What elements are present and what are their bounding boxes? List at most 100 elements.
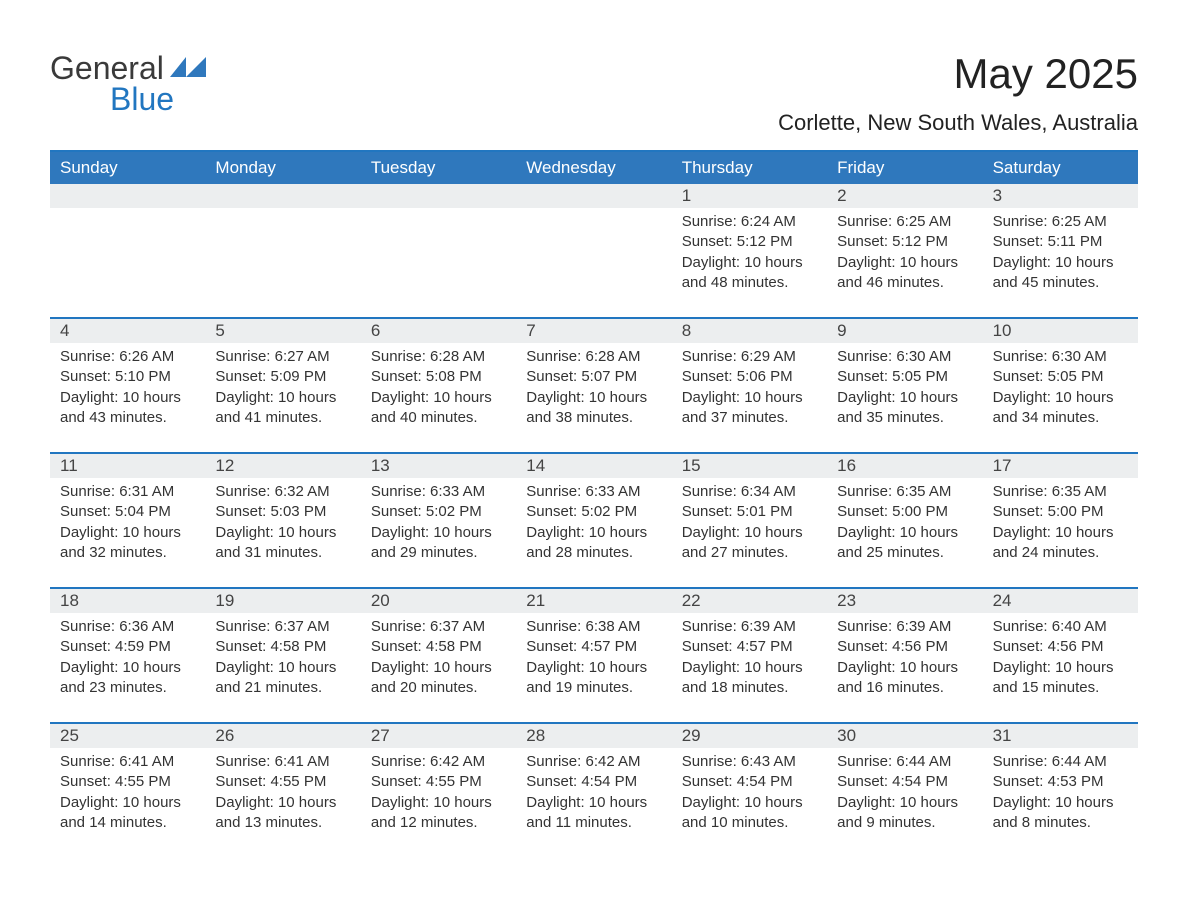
calendar-week: 11Sunrise: 6:31 AMSunset: 5:04 PMDayligh… [50,452,1138,587]
calendar-day-cell [516,184,671,317]
day-number: 15 [672,454,827,478]
day-number: 13 [361,454,516,478]
day-number [205,184,360,208]
calendar-day-cell: 27Sunrise: 6:42 AMSunset: 4:55 PMDayligh… [361,724,516,857]
day-info: Sunrise: 6:29 AMSunset: 5:06 PMDaylight:… [682,347,817,428]
day-number: 6 [361,319,516,343]
day-info: Sunrise: 6:35 AMSunset: 5:00 PMDaylight:… [837,482,972,563]
day-number: 10 [983,319,1138,343]
day-info: Sunrise: 6:38 AMSunset: 4:57 PMDaylight:… [526,617,661,698]
day-info: Sunrise: 6:39 AMSunset: 4:57 PMDaylight:… [682,617,817,698]
day-number: 12 [205,454,360,478]
day-info: Sunrise: 6:30 AMSunset: 5:05 PMDaylight:… [837,347,972,428]
day-number: 25 [50,724,205,748]
calendar-day-cell: 31Sunrise: 6:44 AMSunset: 4:53 PMDayligh… [983,724,1138,857]
day-number: 18 [50,589,205,613]
day-number: 26 [205,724,360,748]
weekday-header: Friday [827,152,982,184]
calendar-day-cell: 4 Sunrise: 6:26 AMSunset: 5:10 PMDaylight… [50,319,205,452]
day-number: 24 [983,589,1138,613]
brand-mark-icon [170,48,210,85]
calendar-day-cell: 6 Sunrise: 6:28 AMSunset: 5:08 PMDaylight… [361,319,516,452]
day-number: 11 [50,454,205,478]
day-number: 4 [50,319,205,343]
day-number [361,184,516,208]
weekday-header: Thursday [672,152,827,184]
day-info: Sunrise: 6:28 AMSunset: 5:07 PMDaylight:… [526,347,661,428]
page-title: May 2025 [778,50,1138,98]
day-number: 22 [672,589,827,613]
weekday-header: Wednesday [516,152,671,184]
day-number: 7 [516,319,671,343]
calendar-day-cell: 26Sunrise: 6:41 AMSunset: 4:55 PMDayligh… [205,724,360,857]
day-info: Sunrise: 6:33 AMSunset: 5:02 PMDaylight:… [371,482,506,563]
day-info: Sunrise: 6:39 AMSunset: 4:56 PMDaylight:… [837,617,972,698]
calendar-week: 18Sunrise: 6:36 AMSunset: 4:59 PMDayligh… [50,587,1138,722]
day-number: 2 [827,184,982,208]
weekday-header: Tuesday [361,152,516,184]
calendar-document: General Blue May 2025 Corlette, New Sout… [0,0,1188,897]
calendar-day-cell: 29Sunrise: 6:43 AMSunset: 4:54 PMDayligh… [672,724,827,857]
day-number: 8 [672,319,827,343]
weekday-header: Saturday [983,152,1138,184]
weekday-header: Sunday [50,152,205,184]
day-number [50,184,205,208]
calendar-day-cell: 21 Sunrise: 6:38 AMSunset: 4:57 PMDayligh… [516,589,671,722]
calendar-day-cell: 28 Sunrise: 6:42 AMSunset: 4:54 PMDayligh… [516,724,671,857]
day-number: 28 [516,724,671,748]
day-number: 3 [983,184,1138,208]
day-number: 23 [827,589,982,613]
calendar-day-cell: 12 Sunrise: 6:32 AMSunset: 5:03 PMDayligh… [205,454,360,587]
calendar-day-cell: 13 Sunrise: 6:33 AMSunset: 5:02 PMDayligh… [361,454,516,587]
calendar-day-cell: 23 Sunrise: 6:39 AMSunset: 4:56 PMDayligh… [827,589,982,722]
day-info: Sunrise: 6:32 AMSunset: 5:03 PMDaylight:… [215,482,350,563]
title-block: May 2025 Corlette, New South Wales, Aust… [778,50,1138,136]
day-number: 17 [983,454,1138,478]
calendar-day-cell: 9 Sunrise: 6:30 AMSunset: 5:05 PMDaylight… [827,319,982,452]
brand-part2: Blue [110,81,174,118]
day-info: Sunrise: 6:30 AMSunset: 5:05 PMDaylight:… [993,347,1128,428]
calendar-day-cell: 30Sunrise: 6:44 AMSunset: 4:54 PMDayligh… [827,724,982,857]
calendar-day-cell: 10 Sunrise: 6:30 AMSunset: 5:05 PMDayligh… [983,319,1138,452]
calendar-day-cell: 3 Sunrise: 6:25 AMSunset: 5:11 PMDaylight… [983,184,1138,317]
day-info: Sunrise: 6:25 AMSunset: 5:11 PMDaylight:… [993,212,1128,293]
day-info: Sunrise: 6:40 AMSunset: 4:56 PMDaylight:… [993,617,1128,698]
day-info: Sunrise: 6:37 AMSunset: 4:58 PMDaylight:… [371,617,506,698]
calendar-day-cell [361,184,516,317]
calendar-day-cell: 22 Sunrise: 6:39 AMSunset: 4:57 PMDayligh… [672,589,827,722]
location-label: Corlette, New South Wales, Australia [778,110,1138,136]
day-info: Sunrise: 6:37 AMSunset: 4:58 PMDaylight:… [215,617,350,698]
day-number: 5 [205,319,360,343]
weekday-header: Monday [205,152,360,184]
day-info: Sunrise: 6:41 AMSunset: 4:55 PMDaylight:… [60,752,195,833]
calendar-day-cell [205,184,360,317]
day-number: 20 [361,589,516,613]
calendar-day-cell: 5 Sunrise: 6:27 AMSunset: 5:09 PMDaylight… [205,319,360,452]
calendar-day-cell: 15Sunrise: 6:34 AMSunset: 5:01 PMDayligh… [672,454,827,587]
calendar-day-cell: 24 Sunrise: 6:40 AMSunset: 4:56 PMDayligh… [983,589,1138,722]
day-number [516,184,671,208]
calendar-day-cell: 19Sunrise: 6:37 AMSunset: 4:58 PMDayligh… [205,589,360,722]
calendar-day-cell: 18Sunrise: 6:36 AMSunset: 4:59 PMDayligh… [50,589,205,722]
day-info: Sunrise: 6:33 AMSunset: 5:02 PMDaylight:… [526,482,661,563]
day-info: Sunrise: 6:26 AMSunset: 5:10 PMDaylight:… [60,347,195,428]
weekday-header-row: SundayMondayTuesdayWednesdayThursdayFrid… [50,152,1138,184]
day-info: Sunrise: 6:35 AMSunset: 5:00 PMDaylight:… [993,482,1128,563]
day-number: 21 [516,589,671,613]
calendar-day-cell: 16Sunrise: 6:35 AMSunset: 5:00 PMDayligh… [827,454,982,587]
calendar-day-cell: 11Sunrise: 6:31 AMSunset: 5:04 PMDayligh… [50,454,205,587]
day-info: Sunrise: 6:42 AMSunset: 4:54 PMDaylight:… [526,752,661,833]
day-number: 31 [983,724,1138,748]
document-header: General Blue May 2025 Corlette, New Sout… [50,50,1138,136]
weeks-container: 1Sunrise: 6:24 AMSunset: 5:12 PMDaylight… [50,184,1138,857]
day-info: Sunrise: 6:27 AMSunset: 5:09 PMDaylight:… [215,347,350,428]
day-number: 29 [672,724,827,748]
day-info: Sunrise: 6:44 AMSunset: 4:54 PMDaylight:… [837,752,972,833]
day-number: 9 [827,319,982,343]
calendar-day-cell: 14 Sunrise: 6:33 AMSunset: 5:02 PMDayligh… [516,454,671,587]
brand-logo: General Blue [50,50,210,118]
calendar-day-cell: 17 Sunrise: 6:35 AMSunset: 5:00 PMDayligh… [983,454,1138,587]
calendar-day-cell: 7 Sunrise: 6:28 AMSunset: 5:07 PMDaylight… [516,319,671,452]
day-info: Sunrise: 6:28 AMSunset: 5:08 PMDaylight:… [371,347,506,428]
day-number: 14 [516,454,671,478]
